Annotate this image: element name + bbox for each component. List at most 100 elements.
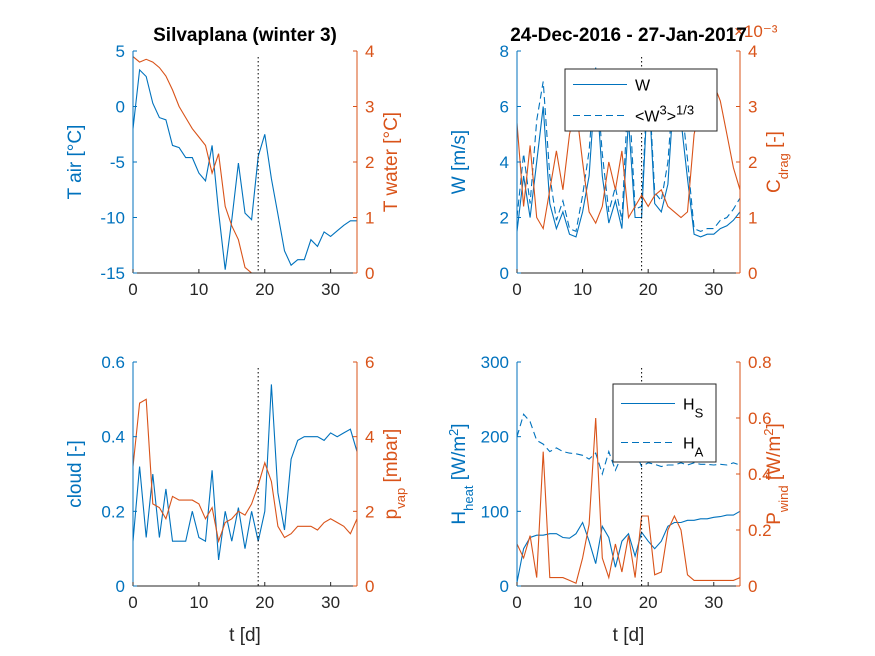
right-y-tick-label: 2 [748,153,757,172]
legend-label: W [635,78,651,95]
left-y-tick-label: 0 [500,577,509,596]
right-y-tick-label: 1 [748,209,757,228]
right-y-tick-label: 0 [365,264,374,283]
left-y-axis-label: W [m/s] [449,130,470,194]
left-series-line-0 [133,68,357,270]
right-y-tick-label: 4 [748,42,757,61]
x-tick-label: 0 [512,280,521,299]
legend-label-part: H [683,397,695,414]
legend-label: <W3>1/3 [635,102,694,126]
legend-label-part: 1/3 [676,102,694,117]
x-tick-label: 30 [704,593,723,612]
left-y-tick-label: 5 [116,42,125,61]
legend-label-part: A [695,444,704,459]
right-series-line-0 [517,417,740,584]
right-y-tick-label: 4 [365,42,374,61]
left-y-tick-label: 200 [481,428,509,447]
right-y-tick-label: 0.4 [748,465,772,484]
left-y-axis-label: cloud [-] [65,440,86,508]
right-y-tick-label: 0 [365,577,374,596]
x-tick-label: 10 [573,593,592,612]
legend-box [612,383,717,463]
left-y-axis-label: T air [°C] [65,125,86,200]
legend-label-part: W [635,78,651,95]
right-y-tick-label: 3 [748,98,757,117]
left-y-tick-label: 0 [116,98,125,117]
legend-label-part: S [695,405,704,420]
left-y-tick-label: 6 [500,98,509,117]
left-y-axis-label-part: [W/m [449,436,470,486]
right-y-tick-label: 0 [748,577,757,596]
legend: W <W3>1/3 [564,68,718,132]
right-y-tick-label: 0.2 [748,521,772,540]
right-y-axis-label: pvap [mbar] [381,429,408,520]
x-tick-label: 10 [573,280,592,299]
left-series-line-0 [517,510,740,583]
left-y-axis-label-part: 2 [446,429,461,436]
right-y-axis-label-part: wind [776,485,791,513]
x-axis-label: t [d] [229,625,261,646]
x-tick-label: 30 [321,593,340,612]
left-y-tick-label: 8 [500,42,509,61]
x-tick-label: 0 [128,593,137,612]
right-y-axis-label-part: [mbar] [381,429,402,488]
legend-label: HS [683,397,704,421]
right-y-tick-label: 4 [365,428,374,447]
x-tick-label: 30 [321,280,340,299]
right-y-axis-label: Pwind [W/m2] [761,423,791,525]
legend-label-part: > [667,109,676,126]
right-y-axis-label-part: [W/m [764,436,785,486]
left-y-tick-label: -10 [100,209,125,228]
left-y-axis-label: Hheat [W/m2] [446,423,476,524]
left-y-tick-label: 100 [481,502,509,521]
right-y-axis-label-part: C [764,179,785,193]
right-y-axis-label-part: drag [776,153,791,179]
x-tick-label: 10 [189,593,208,612]
left-y-tick-label: 0 [116,577,125,596]
x-tick-label: 30 [704,280,723,299]
chart-title: Silvaplana (winter 3) [153,25,337,46]
left-y-tick-label: 0.6 [101,353,125,372]
right-y-tick-label: 2 [365,502,374,521]
right-y-tick-label: 6 [365,353,374,372]
right-y-axis-label-part: vap [393,488,408,509]
right-y-tick-label: 0 [748,264,757,283]
panel-bottom-left: 0 10 20 30 0 0.2 0.4 0.6 0 2 4 6 t [d] cloud [-] pvap … [65,353,408,646]
right-y-tick-label: 2 [365,153,374,172]
left-y-tick-label: 0.2 [101,502,125,521]
right-y-tick-label: 0.8 [748,353,772,372]
right-y-axis-label: T water [°C] [381,112,402,212]
left-y-axis-label-part: heat [461,485,476,511]
left-y-axis-label-part: W [m/s] [449,130,470,194]
right-y-tick-label: 1 [365,209,374,228]
legend-box [564,68,718,132]
x-axis-label: t [d] [613,625,645,646]
right-y-axis-label-part: [-] [764,131,785,153]
x-tick-label: 20 [255,593,274,612]
left-y-tick-label: 0.4 [101,428,125,447]
legend-label: HA [683,436,704,460]
left-y-tick-label: 2 [500,209,509,228]
right-series-line-0 [133,398,357,544]
left-y-axis-label-part: cloud [-] [65,440,86,508]
right-y-axis-label-part: P [764,512,785,525]
left-series-line-0 [133,384,357,560]
right-axis-exponent: ×10⁻³ [734,22,778,41]
left-y-tick-label: 0 [500,264,509,283]
x-tick-label: 0 [512,593,521,612]
left-y-tick-label: -5 [110,153,125,172]
right-series-line-0 [133,56,357,273]
x-tick-label: 10 [189,280,208,299]
left-y-tick-label: -15 [100,264,125,283]
left-y-axis-label-part: H [449,511,470,525]
right-y-axis-label-part: ] [764,423,785,428]
right-y-axis-label: Cdrag [-] [764,131,791,193]
legend-label-part: 3 [659,102,666,117]
left-y-tick-label: 4 [500,153,509,172]
legend-label-part: <W [635,109,660,126]
x-tick-label: 0 [128,280,137,299]
left-y-tick-label: 300 [481,353,509,372]
right-y-tick-label: 0.6 [748,409,772,428]
